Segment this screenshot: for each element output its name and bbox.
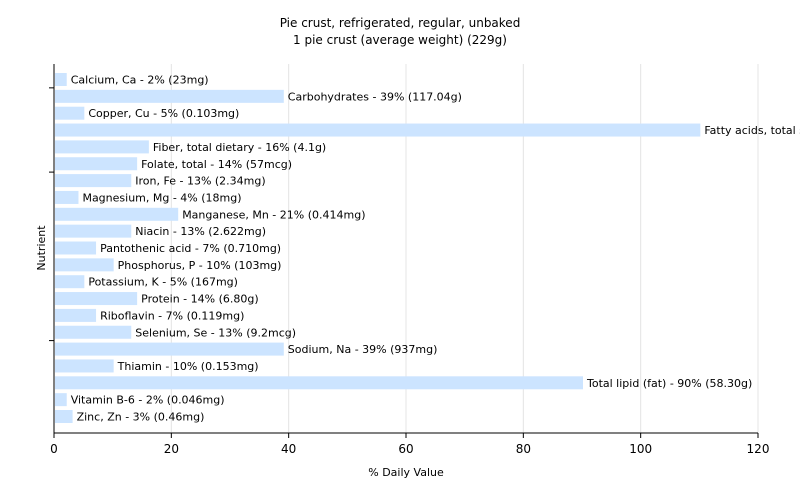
bar-label: Total lipid (fat) - 90% (58.30g) [586, 377, 752, 390]
bar-label: Pantothenic acid - 7% (0.710mg) [100, 242, 281, 255]
bar [55, 73, 67, 86]
bar [55, 106, 85, 120]
bar-label: Fiber, total dietary - 16% (4.1g) [153, 141, 326, 154]
bar-label: Copper, Cu - 5% (0.103mg) [88, 107, 239, 120]
bar [55, 123, 701, 137]
bar [55, 410, 73, 423]
chart-title: Pie crust, refrigerated, regular, unbake… [280, 16, 521, 30]
chart-subtitle: 1 pie crust (average weight) (229g) [293, 33, 507, 47]
bar [55, 241, 97, 255]
x-tick-labels: 0 20 40 60 80 100 120 [50, 433, 769, 456]
bar-label: Niacin - 13% (2.622mg) [135, 225, 266, 238]
bar-label: Vitamin B-6 - 2% (0.046mg) [71, 394, 225, 407]
bar [55, 258, 114, 272]
x-tick-label: 60 [398, 442, 413, 456]
bar-label: Folate, total - 14% (57mcg) [141, 158, 292, 171]
bar-label: Phosphorus, P - 10% (103mg) [118, 259, 282, 272]
bar-label: Zinc, Zn - 3% (0.46mg) [77, 411, 205, 424]
bars-group: Calcium, Ca - 2% (23mg) Carbohydrates - 3… [55, 73, 800, 424]
bar-label: Iron, Fe - 13% (2.34mg) [135, 175, 265, 188]
bar [55, 157, 138, 171]
bar [55, 89, 284, 103]
bar [55, 376, 583, 390]
bar-label: Magnesium, Mg - 4% (18mg) [82, 191, 241, 204]
bar [55, 275, 85, 289]
x-tick-label: 20 [164, 442, 179, 456]
bar-label: Selenium, Se - 13% (9.2mcg) [135, 326, 296, 339]
bar-label: Sodium, Na - 39% (937mg) [288, 343, 438, 356]
bar [55, 224, 132, 238]
bar [55, 342, 284, 356]
bar [55, 292, 138, 306]
x-tick-label: 40 [281, 442, 296, 456]
bar-label: Riboflavin - 7% (0.119mg) [100, 309, 244, 322]
bar [55, 308, 97, 322]
bar [55, 190, 79, 204]
y-axis-label: Nutrient [35, 225, 48, 271]
bar-label: Thiamin - 10% (0.153mg) [117, 360, 259, 373]
bar-label: Fatty acids, total saturated - 110% (21.… [704, 124, 800, 137]
x-tick-label: 0 [50, 442, 58, 456]
bar [55, 207, 179, 221]
bar-label: Potassium, K - 5% (167mg) [88, 276, 238, 289]
x-tick-label: 100 [629, 442, 652, 456]
bar [55, 359, 114, 373]
bar-label: Protein - 14% (6.80g) [141, 293, 259, 306]
bar-label: Manganese, Mn - 21% (0.414mg) [182, 208, 365, 221]
bar [55, 325, 132, 339]
bar-label: Carbohydrates - 39% (117.04g) [288, 90, 462, 103]
bar [55, 393, 67, 407]
bar [55, 140, 149, 154]
x-tick-label: 120 [747, 442, 770, 456]
x-tick-label: 80 [516, 442, 531, 456]
x-axis-label: % Daily Value [368, 466, 444, 479]
bar-label: Calcium, Ca - 2% (23mg) [71, 74, 209, 87]
bar [55, 174, 132, 188]
